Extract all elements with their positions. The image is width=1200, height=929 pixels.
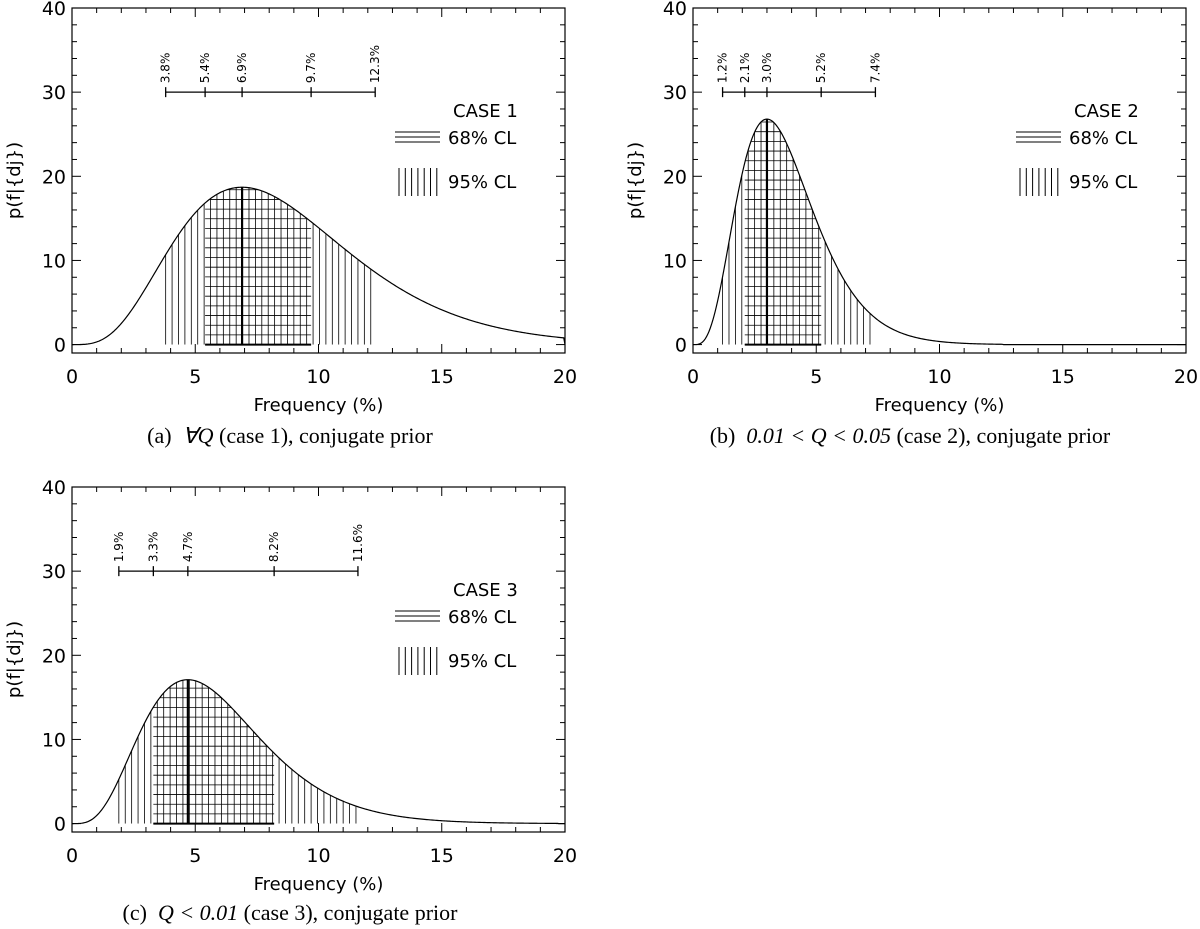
- panel-caption: (b) 0.01 < Q < 0.05 (case 2), conjugate …: [710, 423, 1111, 448]
- cl-marker-label: 2.1%: [738, 53, 752, 84]
- x-tick-label: 20: [1174, 366, 1198, 388]
- cl-marker-label: 8.2%: [267, 532, 281, 563]
- x-tick-label: 0: [687, 366, 699, 388]
- cl68-hatch: [744, 121, 822, 345]
- y-tick-label: 0: [54, 335, 66, 357]
- case-label: CASE 2: [1074, 101, 1139, 122]
- y-axis-label: p(f|{dj}): [625, 142, 646, 219]
- y-tick-label: 40: [42, 0, 66, 20]
- chart-panel-a: 0 5 10 15 20 0 10 20 30 40 Frequency (%) p(f|{dj}) 3…: [4, 0, 577, 448]
- x-tick-label: 20: [553, 366, 577, 388]
- y-tick-label: 30: [663, 82, 687, 104]
- x-axis-label: Frequency (%): [875, 395, 1005, 416]
- y-axis-label: p(f|{dj}): [4, 142, 25, 219]
- caption-text: (case 1), conjugate prior: [214, 423, 434, 448]
- caption-math: 0.01 < Q < 0.05: [746, 423, 891, 448]
- chart-panel-c: 0 5 10 15 20 0 10 20 30 40 Frequency (%) p(f|{dj}) 1…: [4, 477, 577, 925]
- cl68-hatch: [205, 189, 312, 345]
- caption-label: (c): [123, 900, 147, 925]
- cl-marker-label: 9.7%: [304, 53, 318, 84]
- legend-68-label: 68% CL: [1069, 128, 1137, 149]
- x-axis-label: Frequency (%): [254, 874, 384, 895]
- cl-marker-label: 3.0%: [760, 53, 774, 84]
- panel-caption: (a) ∀Q (case 1), conjugate prior: [147, 423, 433, 448]
- x-tick-label: 0: [66, 845, 78, 867]
- case-label: CASE 1: [453, 101, 518, 122]
- y-tick-label: 20: [42, 166, 66, 188]
- cl-marker-label: 4.7%: [181, 532, 195, 563]
- x-tick-label: 15: [1051, 366, 1075, 388]
- y-tick-label: 40: [663, 0, 687, 20]
- y-tick-label: 20: [663, 166, 687, 188]
- x-tick-label: 10: [306, 845, 330, 867]
- cl-marker-label: 12.3%: [368, 45, 382, 83]
- y-tick-label: 10: [42, 250, 66, 272]
- legend-68-label: 68% CL: [448, 128, 516, 149]
- x-tick-label: 0: [66, 366, 78, 388]
- chart-panel-b: 0 5 10 15 20 0 10 20 30 40 Frequency (%) p(f|{dj}) 1…: [625, 0, 1198, 448]
- density-curve: [72, 679, 565, 825]
- cl-marker-label: 3.3%: [146, 532, 160, 563]
- x-tick-label: 5: [189, 366, 201, 388]
- y-axis-label: p(f|{dj}): [4, 621, 25, 698]
- cl-marker-label: 1.2%: [716, 53, 730, 84]
- density-curve: [72, 186, 566, 346]
- caption-label: (a): [147, 423, 171, 448]
- y-tick-label: 30: [42, 561, 66, 583]
- caption-math: Q < 0.01: [158, 900, 238, 925]
- x-tick-label: 15: [430, 366, 454, 388]
- y-tick-label: 30: [42, 82, 66, 104]
- cl-marker-label: 1.9%: [112, 532, 126, 563]
- density-curve: [692, 118, 1186, 346]
- cl-marker-label: 11.6%: [351, 524, 365, 562]
- cl-marker-label: 7.4%: [868, 53, 882, 84]
- x-tick-label: 10: [927, 366, 951, 388]
- cl-marker-label: 3.8%: [159, 53, 173, 84]
- legend-95-label: 95% CL: [448, 651, 516, 672]
- caption-math: ∀Q: [183, 423, 214, 448]
- cl-marker-label: 5.4%: [198, 53, 212, 84]
- caption-label: (b): [710, 423, 736, 448]
- y-tick-label: 10: [42, 729, 66, 751]
- cl95-hatch: [165, 187, 372, 345]
- x-axis-label: Frequency (%): [254, 395, 384, 416]
- cl68-hatch: [153, 687, 275, 824]
- x-tick-label: 5: [189, 845, 201, 867]
- x-tick-label: 20: [553, 845, 577, 867]
- legend-95-label: 95% CL: [448, 172, 516, 193]
- case-label: CASE 3: [453, 580, 518, 601]
- y-tick-label: 10: [663, 250, 687, 272]
- y-tick-label: 20: [42, 645, 66, 667]
- x-tick-label: 5: [810, 366, 822, 388]
- legend-68-label: 68% CL: [448, 607, 516, 628]
- x-tick-label: 10: [306, 366, 330, 388]
- caption-text: (case 3), conjugate prior: [238, 900, 458, 925]
- caption-text: (case 2), conjugate prior: [891, 423, 1111, 448]
- y-tick-label: 40: [42, 477, 66, 499]
- legend-95-label: 95% CL: [1069, 172, 1137, 193]
- y-tick-label: 0: [54, 814, 66, 836]
- cl-marker-label: 5.2%: [814, 53, 828, 84]
- y-tick-label: 0: [675, 335, 687, 357]
- x-tick-label: 15: [430, 845, 454, 867]
- panel-caption: (c) Q < 0.01 (case 3), conjugate prior: [123, 900, 459, 925]
- cl-marker-label: 6.9%: [235, 53, 249, 84]
